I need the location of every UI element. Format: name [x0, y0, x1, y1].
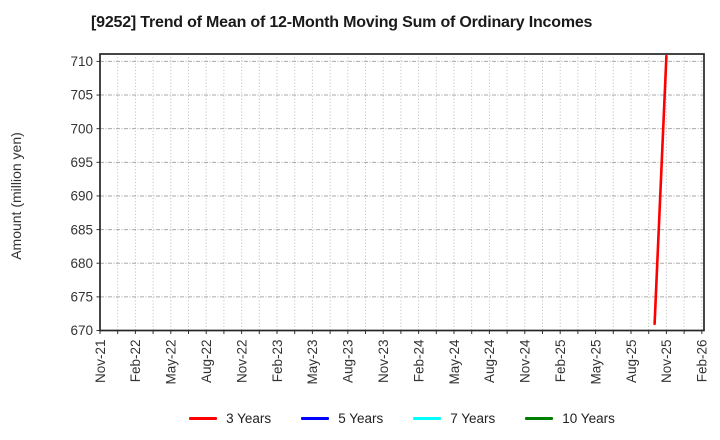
- x-tick-label: Nov-24: [518, 339, 533, 383]
- plot-area: 670 675 680 685 690 695 700 705 710 Nov-21 Feb-22 M…: [70, 53, 710, 385]
- y-tick-label: 695: [70, 155, 93, 170]
- x-tick-label: Nov-23: [376, 340, 391, 384]
- x-tick-label: Feb-23: [270, 340, 285, 383]
- legend-line-swatch-blue: [301, 416, 330, 420]
- plot-border: [99, 53, 705, 332]
- legend-line-swatch-green: [525, 416, 554, 420]
- x-tick-label: Aug-22: [199, 340, 214, 384]
- y-tick-label: 700: [70, 121, 93, 136]
- x-tick-label: Feb-24: [411, 339, 426, 382]
- x-tick-label: May-23: [305, 340, 320, 385]
- legend: 3 Years 5 Years 7 Years 10 Years: [100, 406, 704, 430]
- chart-title: [9252] Trend of Mean of 12-Month Moving …: [91, 14, 593, 31]
- legend-item-5-years: 5 Years: [301, 411, 383, 426]
- legend-label: 5 Years: [338, 410, 384, 426]
- x-tick-label: May-22: [164, 340, 179, 385]
- y-tick-label: 670: [70, 323, 93, 338]
- legend-label: 10 Years: [562, 410, 615, 426]
- y-tick-label: 675: [70, 290, 93, 305]
- x-tick-label: May-25: [588, 340, 603, 385]
- y-tick-label: 690: [70, 189, 93, 204]
- x-tick-label: Aug-25: [624, 340, 639, 384]
- legend-item-10-years: 10 Years: [525, 411, 615, 426]
- legend-line-swatch-red: [189, 416, 218, 420]
- y-tick-label: 710: [70, 54, 93, 69]
- x-tick-label: Feb-22: [128, 340, 143, 383]
- legend-label: 3 Years: [226, 410, 272, 426]
- legend-item-7-years: 7 Years: [413, 411, 495, 426]
- y-tick-label: 685: [70, 222, 93, 237]
- x-tick-label: Nov-22: [234, 340, 249, 384]
- x-tick-label: Aug-24: [482, 339, 497, 383]
- x-tick-label: Feb-26: [695, 340, 710, 383]
- series-line-3-years: [653, 54, 668, 326]
- x-tick-label: Feb-25: [553, 340, 568, 383]
- x-tick-label: May-24: [447, 339, 462, 385]
- y-tick-label: 680: [70, 256, 93, 271]
- x-tick-label: Nov-21: [93, 340, 108, 384]
- legend-label: 7 Years: [450, 410, 496, 426]
- x-tick-label: Aug-23: [341, 340, 356, 384]
- legend-item-3-years: 3 Years: [189, 411, 271, 426]
- legend-line-swatch-cyan: [413, 416, 442, 420]
- x-tick-label: Nov-25: [659, 340, 674, 384]
- y-tick-label: 705: [70, 88, 93, 103]
